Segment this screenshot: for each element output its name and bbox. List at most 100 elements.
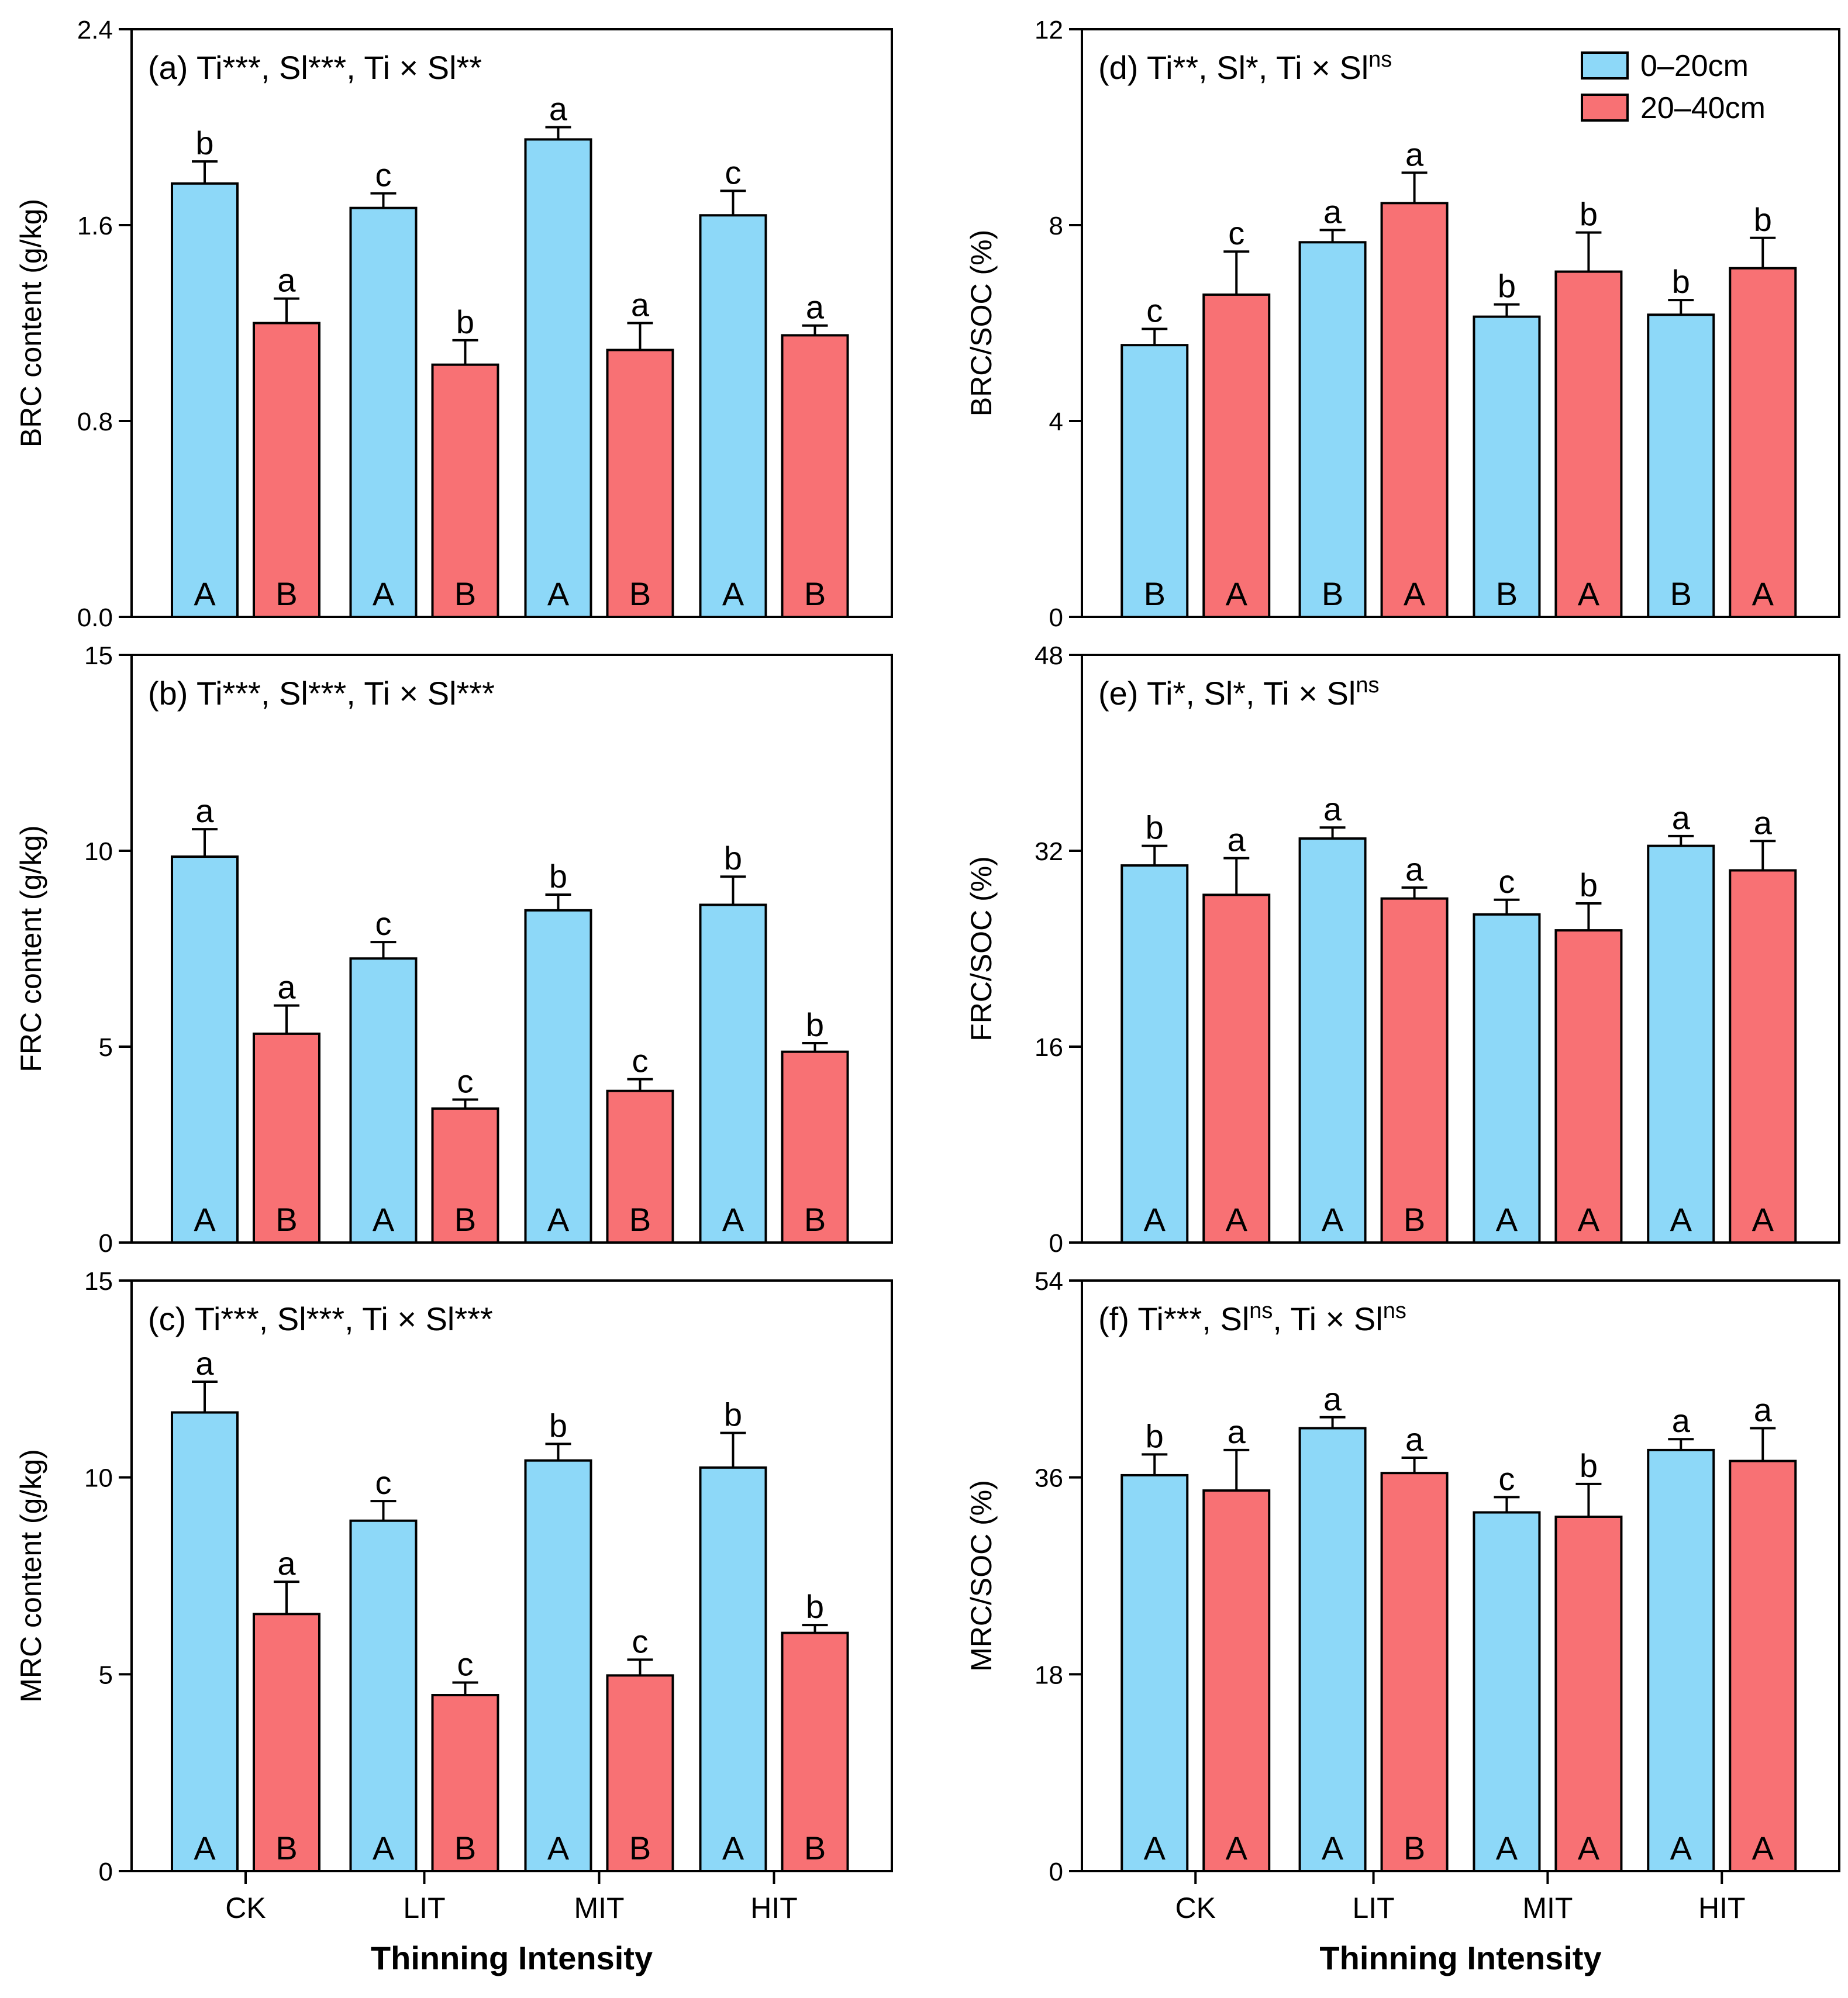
depth-letter: A <box>1226 1201 1248 1238</box>
x-category-label: MIT <box>1522 1892 1573 1924</box>
x-category-label: LIT <box>1352 1892 1394 1924</box>
depth-letter: A <box>373 1201 395 1238</box>
bar-CK-0-20cm <box>1120 864 1189 1244</box>
y-tick-label: 0 <box>1049 1229 1063 1258</box>
y-axis-label: FRC/SOC (%) <box>965 856 998 1041</box>
bar-MIT-20-40cm <box>606 1089 674 1244</box>
bar-HIT-20-40cm <box>1729 1459 1797 1872</box>
sig-letter: b <box>806 1588 824 1625</box>
sig-letter: b <box>549 1407 567 1444</box>
y-axis-label: BRC content (g/kg) <box>15 199 47 447</box>
bar-MIT-0-20cm <box>524 138 592 618</box>
sig-letter: b <box>806 1006 824 1043</box>
panel-f: 0 18 36 54 b Aa Aa Aa Bc Ab Aa Aa A (f) Ti***, Slns, … <box>965 1267 1840 1976</box>
bar-CK-20-40cm <box>1202 893 1271 1244</box>
y-tick-label: 0 <box>99 1858 113 1886</box>
y-axis-label: MRC content (g/kg) <box>15 1449 47 1702</box>
sig-letter: c <box>457 1645 474 1682</box>
bar-HIT-0-20cm <box>699 214 767 618</box>
sig-letter: c <box>632 1623 649 1659</box>
depth-letter: A <box>1578 1201 1600 1238</box>
bar-CK-20-40cm <box>253 1613 320 1872</box>
bar-MIT-0-20cm <box>1473 1511 1541 1873</box>
bar-MIT-0-20cm <box>1473 913 1541 1244</box>
legend-label: 0–20cm <box>1640 49 1749 83</box>
depth-letter: B <box>629 1830 651 1866</box>
y-tick-label: 5 <box>99 1033 113 1062</box>
bar-LIT-0-20cm <box>1298 837 1367 1244</box>
bar-MIT-20-40cm <box>606 1674 674 1872</box>
x-category-label: MIT <box>574 1892 624 1924</box>
sig-letter: a <box>1323 1381 1342 1417</box>
y-tick-label: 18 <box>1035 1661 1063 1689</box>
depth-letter: A <box>194 1201 216 1238</box>
panel-c: 0 5 10 15 a Aa Bc Ac Bb Ac Bb Ab B (c) Ti***, Sl***, … <box>15 1267 893 1976</box>
depth-letter: B <box>804 575 826 612</box>
sig-letter: a <box>277 262 296 299</box>
depth-letter: B <box>454 1830 476 1866</box>
sig-letter: a <box>195 792 214 829</box>
legend-swatch <box>1581 51 1629 80</box>
y-tick-label: 10 <box>84 837 113 866</box>
sig-letter: b <box>1580 867 1598 903</box>
panel-a: 0.0 0.8 1.6 2.4 b Aa Bc Ab Ba Aa Bc Aa B (a) Ti***, S… <box>15 16 893 632</box>
bar-LIT-20-40cm <box>1380 897 1449 1244</box>
depth-letter: A <box>1752 575 1774 612</box>
y-tick-label: 36 <box>1035 1464 1063 1493</box>
sig-letter: a <box>1754 1392 1773 1428</box>
sig-letter: a <box>1228 822 1246 858</box>
depth-letter: B <box>275 1201 297 1238</box>
y-tick-label: 1.6 <box>77 212 113 240</box>
y-tick-label: 15 <box>84 1267 113 1296</box>
sig-letter: b <box>549 858 567 895</box>
bar-LIT-0-20cm <box>1298 1427 1367 1872</box>
bar-HIT-20-40cm <box>1729 869 1797 1244</box>
depth-letter: A <box>1226 1830 1248 1866</box>
y-tick-label: 4 <box>1049 408 1063 436</box>
y-tick-label: 12 <box>1035 16 1063 44</box>
bar-CK-20-40cm <box>1202 1489 1271 1872</box>
bar-MIT-20-40cm <box>606 348 674 618</box>
x-axis-label: Thinning Intensity <box>1319 1940 1601 1976</box>
sig-letter: c <box>375 157 392 194</box>
bar-CK-0-20cm <box>171 1411 239 1872</box>
bar-CK-0-20cm <box>171 182 239 618</box>
legend-label: 20–40cm <box>1640 91 1766 125</box>
sig-letter: c <box>725 154 742 191</box>
depth-letter: A <box>1496 1830 1518 1866</box>
depth-letter: A <box>547 1201 570 1238</box>
depth-letter: B <box>1322 575 1343 612</box>
panel-title: (f) Ti***, Slns, Ti × Slns <box>1098 1299 1406 1337</box>
sig-letter: b <box>1146 809 1164 846</box>
sig-letter: b <box>1754 201 1772 238</box>
y-tick-label: 0 <box>1049 603 1063 632</box>
sig-letter: c <box>632 1043 649 1079</box>
y-tick-label: 16 <box>1035 1033 1063 1062</box>
y-tick-label: 0.0 <box>77 603 113 632</box>
depth-letter: A <box>722 1830 744 1866</box>
depth-letter: A <box>1496 1201 1518 1238</box>
depth-letter: A <box>1322 1201 1344 1238</box>
sig-letter: a <box>1672 1402 1691 1439</box>
x-category-label: HIT <box>750 1892 798 1924</box>
sig-letter: b <box>195 125 213 161</box>
sig-letter: c <box>375 905 392 942</box>
sig-letter: a <box>1228 1413 1246 1450</box>
panel-b: 0 5 10 15 a Aa Bc Ac Bb Ac Bb Ab B (b) Ti***, Sl***, … <box>15 641 893 1258</box>
sig-letter: a <box>549 91 568 127</box>
sig-letter: a <box>1405 1421 1424 1458</box>
depth-letter: B <box>804 1830 826 1866</box>
y-tick-label: 0 <box>1049 1858 1063 1886</box>
bar-MIT-20-40cm <box>1554 1516 1623 1872</box>
y-tick-label: 54 <box>1035 1267 1063 1296</box>
sig-letter: a <box>1405 136 1424 172</box>
plot-frame <box>130 28 893 618</box>
depth-letter: A <box>1322 1830 1344 1866</box>
x-category-label: CK <box>1175 1892 1216 1924</box>
y-axis-label: BRC/SOC (%) <box>965 230 998 416</box>
bar-LIT-20-40cm <box>1380 1472 1449 1873</box>
bar-CK-0-20cm <box>171 855 239 1244</box>
bar-HIT-20-40cm <box>781 1050 849 1244</box>
bar-MIT-0-20cm <box>1473 315 1541 618</box>
bar-HIT-0-20cm <box>1647 844 1715 1244</box>
